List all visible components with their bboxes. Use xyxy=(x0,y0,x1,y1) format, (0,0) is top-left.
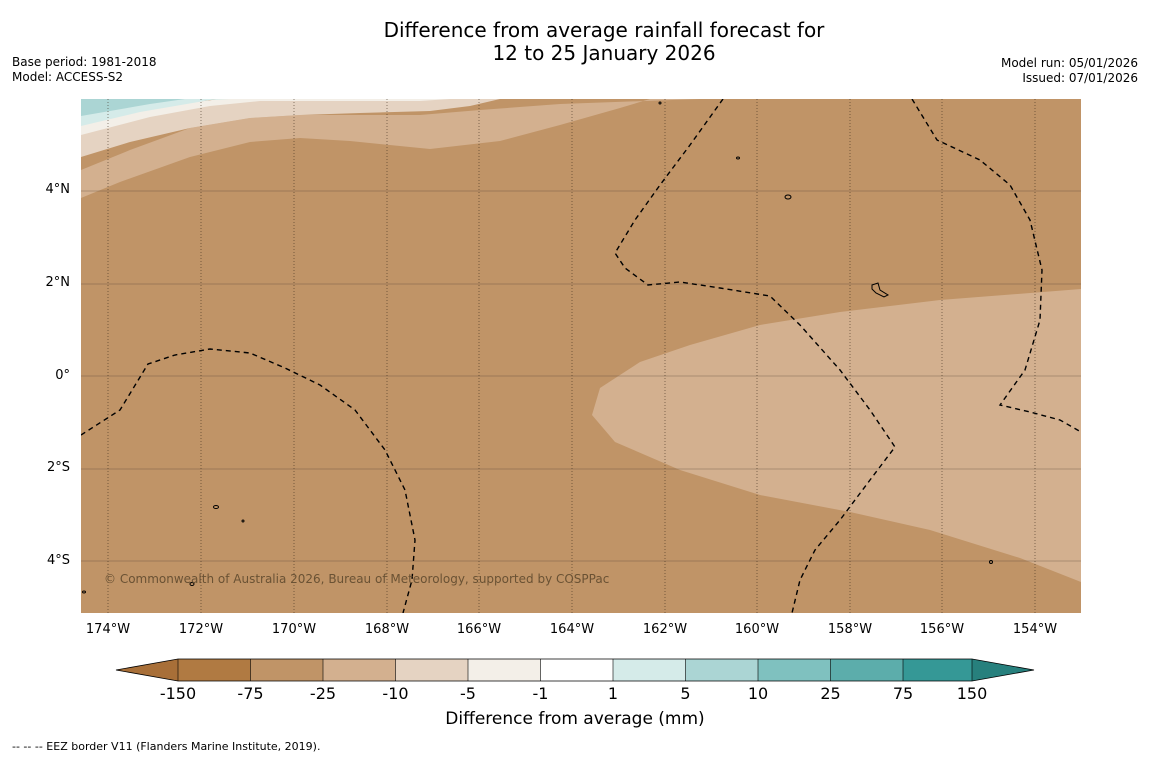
colorbar-tick-label: -25 xyxy=(309,684,337,703)
island-6 xyxy=(989,560,993,564)
lon-label-168w: 168°W xyxy=(364,622,410,637)
lon-label-164w: 164°W xyxy=(549,622,595,637)
colorbar-tick-label: 1 xyxy=(607,684,619,703)
colorbar-arrow-left xyxy=(116,659,178,681)
island-7 xyxy=(658,101,662,105)
model-info: Base period: 1981-2018 Model: ACCESS-S2 xyxy=(12,55,157,85)
model-run: Model run: 05/01/2026 xyxy=(1000,56,1138,70)
lon-label-162w: 162°W xyxy=(642,622,688,637)
lat-label-4n: 4°N xyxy=(45,182,71,197)
colorbar-tick-label: 10 xyxy=(747,684,769,703)
anomaly-band-faint-top xyxy=(81,99,500,157)
islands xyxy=(82,101,993,594)
eez-borders xyxy=(81,99,1081,613)
colorbar-tick-label: -75 xyxy=(237,684,264,703)
colorbar-tick-label: -5 xyxy=(460,684,476,703)
island-2 xyxy=(736,156,740,160)
lon-label-172w: 172°W xyxy=(178,622,224,637)
colorbar-tick-label: 5 xyxy=(680,684,691,703)
map-area xyxy=(81,99,1081,613)
colorbar-seg-11 xyxy=(903,659,972,681)
map-title: Difference from average rainfall forecas… xyxy=(0,19,1150,65)
lat-label-2n: 2°N xyxy=(45,275,71,290)
colorbar-seg-2 xyxy=(250,659,323,681)
anomaly-band-teal-mid xyxy=(81,99,185,116)
anomaly-tongue-light xyxy=(592,289,1081,582)
island-5 xyxy=(189,582,195,586)
title-line-2: 12 to 25 January 2026 xyxy=(492,41,716,65)
colorbar-seg-9 xyxy=(758,659,831,681)
base-period: Base period: 1981-2018 xyxy=(12,55,157,69)
issued-date: Issued: 07/01/2026 xyxy=(1022,71,1138,85)
colorbar-seg-1 xyxy=(178,659,251,681)
colorbar-seg-4 xyxy=(395,659,468,681)
lon-label-156w: 156°W xyxy=(919,622,965,637)
colorbar-tick-label: -150 xyxy=(159,684,197,703)
lat-label-4s: 4°S xyxy=(46,553,70,568)
colorbar-tick-label: -10 xyxy=(382,684,409,703)
lon-label-160w: 160°W xyxy=(734,622,780,637)
colorbar xyxy=(115,658,1035,682)
model-name: Model: ACCESS-S2 xyxy=(12,70,124,84)
lat-label-2s: 2°S xyxy=(46,460,70,475)
island-8 xyxy=(82,590,86,594)
colorbar-seg-6 xyxy=(540,659,613,681)
eez-border-east xyxy=(911,99,1081,433)
anomaly-band-light-top xyxy=(81,99,1081,198)
colorbar-title: Difference from average (mm) xyxy=(445,709,705,729)
colorbar-tick-label: 25 xyxy=(820,684,841,703)
colorbar-seg-5 xyxy=(468,659,541,681)
island-4 xyxy=(241,519,245,523)
eez-footnote: -- -- -- EEZ border V11 (Flanders Marine… xyxy=(12,740,321,753)
lon-label-166w: 166°W xyxy=(456,622,502,637)
colorbar-seg-8 xyxy=(685,659,758,681)
copyright-notice: © Commonwealth of Australia 2026, Bureau… xyxy=(104,572,610,586)
run-info: Model run: 05/01/2026 Issued: 07/01/2026 xyxy=(1001,56,1138,86)
lon-label-174w: 174°W xyxy=(85,622,131,637)
anomaly-band-near-zero xyxy=(81,99,450,135)
colorbar-tick-label: 75 xyxy=(892,684,914,703)
island-1 xyxy=(784,194,792,200)
lon-label-170w: 170°W xyxy=(271,622,317,637)
colorbar-tick-label: 150 xyxy=(956,684,988,703)
colorbar-seg-7 xyxy=(613,659,686,681)
lat-label-0: 0° xyxy=(55,368,70,383)
colorbar-seg-10 xyxy=(830,659,903,681)
lon-label-154w: 154°W xyxy=(1012,622,1058,637)
colorbar-tick-label: -1 xyxy=(532,684,549,703)
island-3 xyxy=(213,505,219,509)
eez-border-kiribati-west xyxy=(81,348,416,613)
colorbar-seg-3 xyxy=(323,659,396,681)
colorbar-arrow-right xyxy=(972,659,1034,681)
lon-label-158w: 158°W xyxy=(827,622,873,637)
lat-gridlines xyxy=(81,190,1081,562)
island-kiritimati xyxy=(871,282,890,298)
colorbar-dividers xyxy=(177,659,973,681)
title-line-1: Difference from average rainfall forecas… xyxy=(383,18,825,42)
